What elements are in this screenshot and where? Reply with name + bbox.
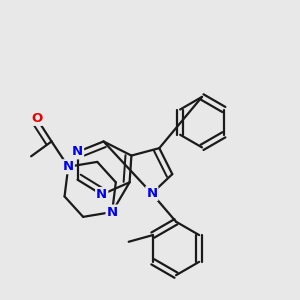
Text: N: N bbox=[146, 187, 158, 200]
Text: N: N bbox=[106, 206, 118, 218]
Text: N: N bbox=[63, 160, 74, 173]
Text: O: O bbox=[31, 112, 42, 125]
Text: N: N bbox=[96, 188, 107, 201]
Text: N: N bbox=[72, 146, 83, 158]
